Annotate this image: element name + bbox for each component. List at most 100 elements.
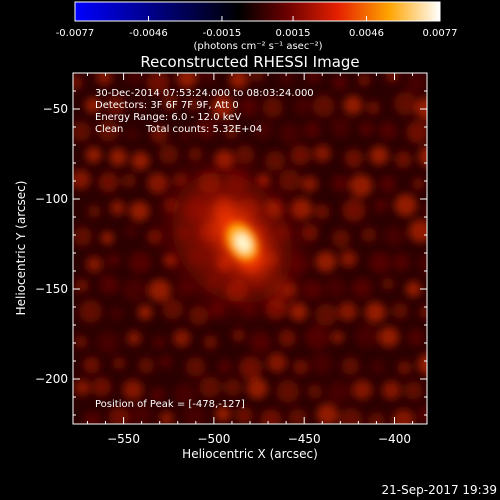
- residual-blob: [354, 324, 378, 348]
- residual-blob: [122, 277, 147, 302]
- colorbar-tick-label: 0.0015: [276, 28, 311, 39]
- residual-blob: [369, 145, 389, 166]
- residual-blob: [265, 298, 287, 320]
- residual-blob: [235, 145, 255, 165]
- residual-blob: [381, 277, 395, 291]
- chart-title: Reconstructed RHESSI Image: [140, 53, 359, 71]
- residual-blob: [290, 145, 311, 166]
- residual-blob: [223, 378, 242, 397]
- residual-blob: [100, 231, 115, 245]
- residual-blob: [152, 335, 166, 349]
- colorbar-tick-label: -0.0077: [56, 28, 95, 39]
- residual-blob: [342, 198, 366, 223]
- residual-blob: [405, 280, 422, 298]
- residual-blob: [424, 204, 427, 215]
- residual-blob: [250, 73, 264, 82]
- residual-blob: [242, 303, 256, 317]
- residual-blob: [109, 148, 128, 167]
- residual-blob: [195, 118, 218, 140]
- annotation-detectors: Detectors: 3F 6F 7F 9F, Att 0: [95, 100, 239, 111]
- residual-blob: [126, 330, 142, 346]
- residual-blob: [124, 224, 138, 238]
- residual-blob: [331, 229, 351, 248]
- residual-blob: [146, 73, 170, 94]
- residual-blob: [83, 411, 102, 424]
- residual-blob: [146, 172, 169, 194]
- residual-blob: [302, 279, 324, 301]
- residual-blob: [292, 359, 309, 375]
- residual-blob: [337, 301, 358, 322]
- residual-blob: [394, 193, 418, 217]
- annotation-peak: Position of Peak = [-478,-127]: [95, 399, 245, 410]
- x-axis: −550 −500 −450 −400: [86, 73, 414, 446]
- y-tick-label: −100: [35, 192, 68, 206]
- residual-blob: [276, 379, 300, 404]
- residual-blob: [172, 329, 191, 348]
- residual-blob: [406, 120, 427, 144]
- residual-blob: [304, 325, 329, 350]
- residual-blob: [215, 406, 231, 423]
- annotation-time: 30-Dec-2014 07:53:24.000 to 08:03:24.000: [95, 88, 314, 99]
- residual-blob: [392, 253, 410, 272]
- y-tick-label: −200: [35, 372, 68, 386]
- residual-blob: [87, 204, 102, 219]
- residual-blob: [129, 200, 150, 222]
- residual-blob: [133, 98, 146, 111]
- residual-blob: [303, 121, 321, 139]
- footer-date: 21-Sep-2017 19:39: [382, 483, 497, 497]
- residual-blob: [172, 171, 189, 188]
- residual-blob: [288, 408, 307, 424]
- residual-blob: [417, 252, 427, 276]
- x-axis-label: Heliocentric X (arcsec): [182, 447, 318, 461]
- residual-blob: [412, 177, 425, 190]
- residual-blob: [307, 383, 323, 399]
- residual-blob: [391, 302, 409, 319]
- colorbar-tick-label: 0.0046: [349, 28, 384, 39]
- residual-blob: [84, 97, 101, 114]
- residual-blob: [312, 94, 335, 118]
- residual-blob: [239, 97, 259, 117]
- residual-blob: [278, 122, 301, 145]
- colorbar-tick-label: -0.0046: [129, 28, 168, 39]
- residual-blob: [289, 253, 310, 274]
- residual-blob: [85, 146, 102, 164]
- residual-blob: [137, 357, 155, 374]
- residual-blob: [150, 125, 169, 144]
- residual-blob: [91, 377, 112, 397]
- residual-blob: [125, 128, 139, 141]
- x-tick-label: −450: [288, 432, 321, 446]
- residual-blob: [137, 304, 153, 320]
- residual-blob: [99, 274, 119, 295]
- residual-blob: [74, 379, 91, 396]
- residual-blob: [351, 277, 373, 299]
- residual-blob: [279, 73, 295, 85]
- residual-blob: [392, 408, 415, 424]
- residual-blob: [343, 95, 363, 115]
- residual-blob: [121, 173, 137, 189]
- residual-blob: [267, 352, 287, 373]
- annotations: 30-Dec-2014 07:53:24.000 to 08:03:24.000…: [95, 88, 314, 410]
- residual-blob: [331, 330, 344, 344]
- residual-blob: [310, 352, 333, 375]
- residual-blob: [229, 73, 249, 89]
- residual-blob: [314, 204, 330, 220]
- residual-blob: [330, 117, 351, 138]
- residual-blob: [378, 326, 400, 348]
- residual-blob: [98, 171, 119, 193]
- residual-blob: [249, 331, 271, 354]
- residual-blob: [199, 73, 216, 84]
- residual-blob: [408, 219, 427, 243]
- residual-blob: [185, 356, 206, 377]
- residual-blob: [187, 97, 201, 111]
- residual-blob: [96, 330, 120, 354]
- heatmap-image: [73, 73, 427, 424]
- residual-blob: [106, 253, 121, 268]
- y-axis: −50 −100 −150 −200: [35, 90, 427, 416]
- residual-blob: [306, 73, 321, 84]
- colorbar-unit-label: (photons cm⁻² s⁻¹ asec⁻²): [193, 41, 322, 52]
- residual-blob: [364, 301, 386, 323]
- residual-blob: [418, 146, 427, 167]
- residual-blob: [146, 229, 163, 245]
- residual-blob: [252, 120, 273, 140]
- residual-blob: [208, 301, 226, 319]
